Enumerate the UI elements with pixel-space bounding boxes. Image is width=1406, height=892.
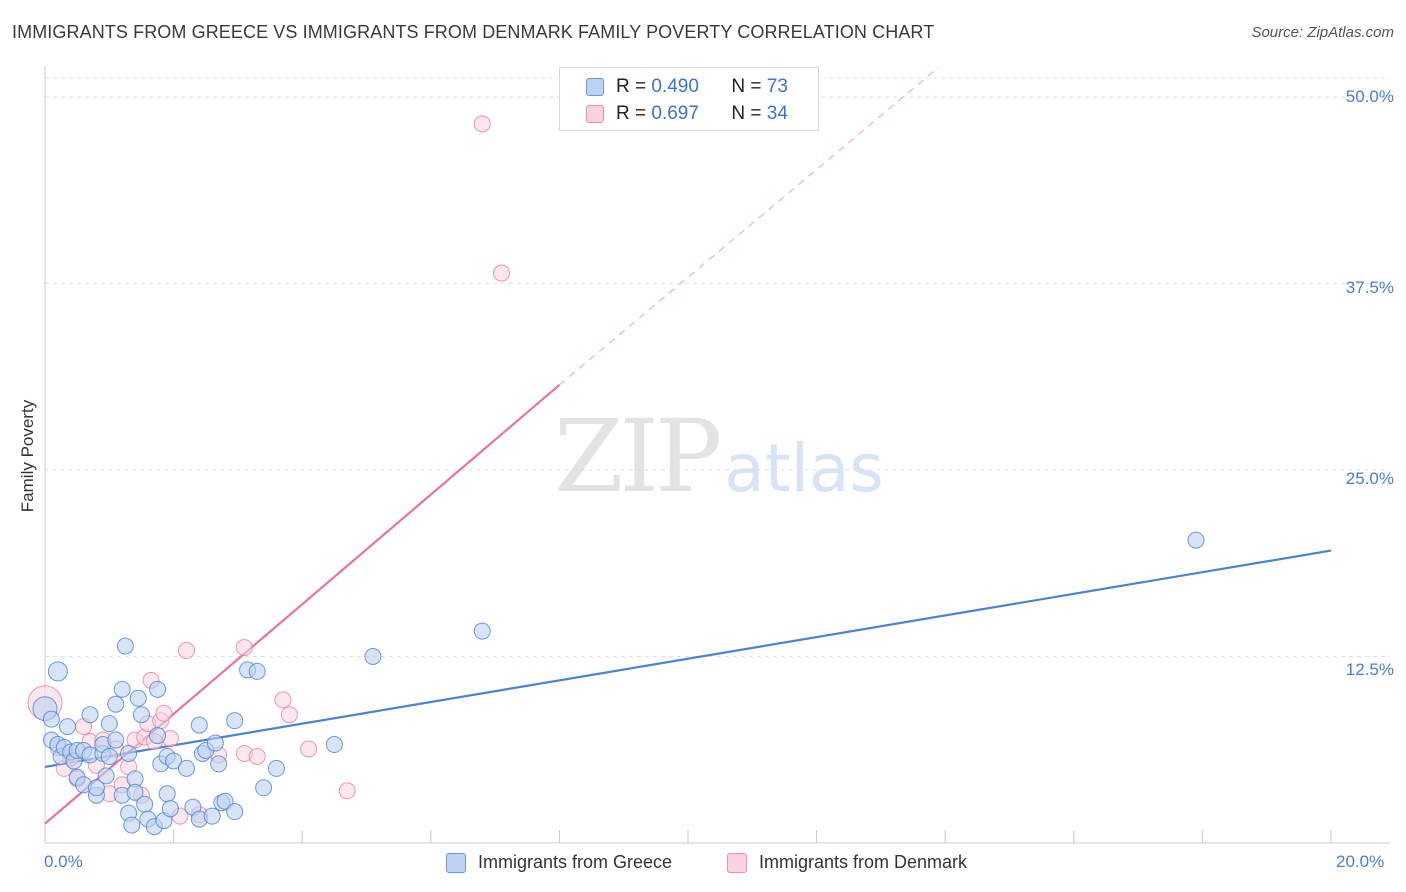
greece-point	[206, 734, 224, 752]
legend-row-denmark: R = 0.697 N = 34	[586, 102, 788, 126]
bottom-legend-denmark: Immigrants from Denmark	[727, 852, 967, 873]
denmark-point	[300, 740, 318, 758]
greece-point	[100, 747, 118, 765]
denmark-n-value: 34	[766, 103, 788, 124]
denmark-point	[338, 782, 356, 800]
legend-row-greece: R = 0.490 N = 73	[586, 75, 788, 99]
greece-point	[210, 755, 228, 773]
greece-point	[149, 727, 167, 745]
y-tick-label-37-5: 37.5%	[1345, 278, 1394, 297]
greece-point	[325, 736, 343, 754]
gridlines	[45, 77, 1390, 657]
greece-point	[364, 648, 382, 665]
greece-point	[81, 706, 99, 724]
denmark-r-value: 0.697	[651, 103, 699, 124]
greece-point	[158, 785, 176, 803]
greece-r-value: 0.490	[651, 76, 699, 97]
greece-point	[107, 695, 125, 713]
greece-point	[165, 752, 183, 770]
axes	[44, 66, 1390, 844]
denmark-swatch-icon	[586, 105, 604, 123]
denmark-point	[248, 747, 266, 765]
denmark-point	[235, 639, 253, 657]
greece-legend-swatch-icon	[446, 852, 466, 873]
denmark-legend-swatch-icon	[727, 852, 747, 873]
greece-n-value: 73	[766, 76, 788, 97]
greece-point	[107, 731, 125, 749]
greece-point	[87, 779, 105, 797]
y-tick-label-50: 50.0%	[1345, 87, 1394, 106]
denmark-point	[280, 706, 298, 724]
x-tick-label-min: 0.0%	[44, 852, 83, 871]
data-points	[27, 115, 1205, 836]
correlation-legend: R = 0.490 N = 73 R = 0.697 N = 34	[559, 67, 819, 131]
greece-point	[1187, 531, 1205, 549]
denmark-point	[274, 691, 292, 709]
y-axis-label: Family Poverty	[18, 399, 37, 513]
watermark: ZIPatlas	[554, 398, 884, 515]
greece-swatch-icon	[586, 78, 604, 96]
greece-point	[149, 680, 167, 698]
greece-point	[126, 783, 144, 801]
legend-n-label: N =	[731, 76, 762, 97]
greece-point	[136, 795, 154, 813]
greece-point	[113, 680, 131, 698]
greece-point	[97, 767, 115, 785]
greece-trend-line	[44, 549, 1332, 768]
denmark-point	[493, 264, 511, 282]
greece-point	[267, 759, 285, 777]
greece-point	[47, 661, 68, 682]
bottom-legend-greece: Immigrants from Greece	[446, 852, 672, 873]
x-tick-label-max: 20.0%	[1336, 852, 1385, 871]
watermark-zip: ZIP	[554, 398, 722, 515]
greece-legend-label: Immigrants from Greece	[478, 852, 673, 872]
denmark-point	[155, 704, 173, 722]
legend-r-label: R =	[616, 103, 647, 124]
greece-point	[161, 800, 179, 818]
y-tick-label-25: 25.0%	[1345, 469, 1394, 488]
greece-point	[129, 689, 147, 707]
denmark-point	[177, 642, 195, 660]
greece-point	[123, 816, 141, 834]
greece-point	[116, 637, 134, 655]
greece-point	[177, 759, 195, 777]
greece-point	[59, 718, 77, 736]
greece-point	[226, 803, 244, 821]
greece-point	[100, 715, 118, 733]
trend-lines	[44, 66, 1332, 825]
legend-n-label: N =	[731, 103, 762, 124]
greece-point	[203, 807, 221, 825]
watermark-atlas: atlas	[724, 430, 884, 507]
greece-point	[132, 706, 150, 724]
greece-point	[473, 622, 491, 640]
source-label: Source: ZipAtlas.com	[1251, 24, 1394, 41]
greece-point	[248, 662, 266, 680]
greece-point	[120, 744, 138, 762]
denmark-trend-extension	[559, 66, 940, 386]
denmark-legend-label: Immigrants from Denmark	[759, 852, 968, 872]
greece-point	[226, 712, 244, 730]
greece-point	[190, 716, 208, 734]
legend-r-label: R =	[616, 76, 647, 97]
denmark-point	[473, 115, 491, 133]
greece-point	[42, 710, 60, 728]
greece-point	[255, 779, 273, 797]
greece-point	[216, 792, 234, 810]
chart-title: IMMIGRANTS FROM GREECE VS IMMIGRANTS FRO…	[12, 22, 935, 42]
y-tick-label-12-5: 12.5%	[1345, 660, 1394, 679]
